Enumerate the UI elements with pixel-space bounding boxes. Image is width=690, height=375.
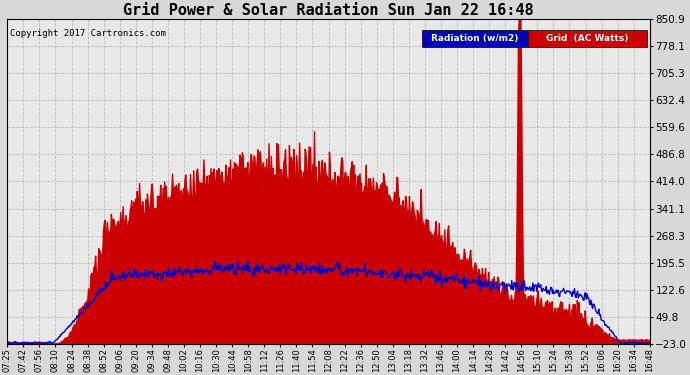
FancyBboxPatch shape xyxy=(528,30,647,46)
Title: Grid Power & Solar Radiation Sun Jan 22 16:48: Grid Power & Solar Radiation Sun Jan 22 … xyxy=(124,3,534,18)
Text: Copyright 2017 Cartronics.com: Copyright 2017 Cartronics.com xyxy=(10,29,166,38)
Text: Radiation (w/m2): Radiation (w/m2) xyxy=(431,34,518,43)
FancyBboxPatch shape xyxy=(422,30,528,46)
Text: Grid  (AC Watts): Grid (AC Watts) xyxy=(546,34,628,43)
